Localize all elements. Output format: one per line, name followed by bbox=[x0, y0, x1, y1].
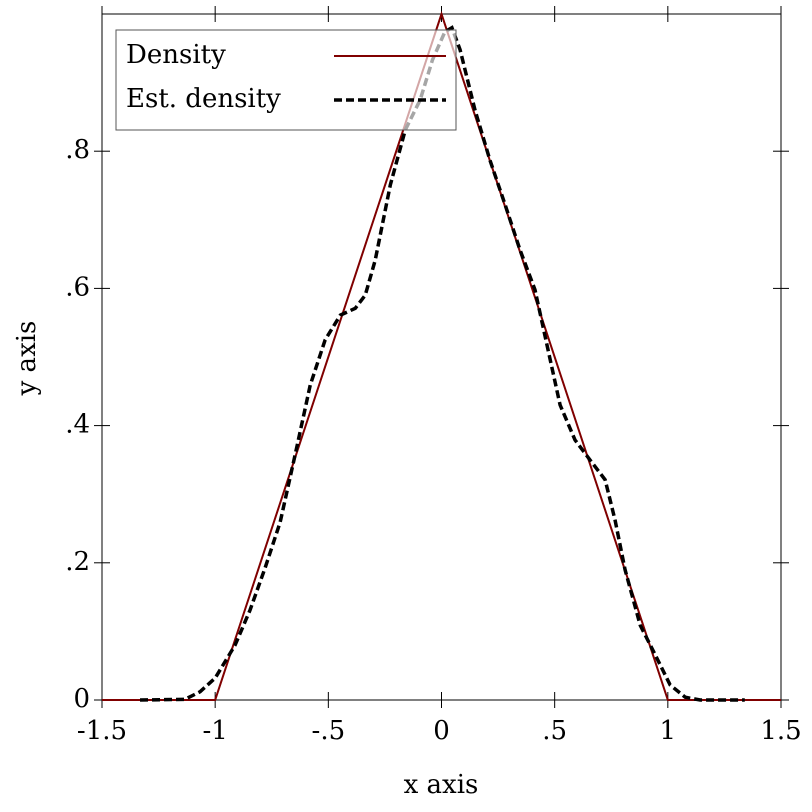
y-axis-label: y axis bbox=[12, 321, 42, 397]
x-tick-label: .5 bbox=[542, 716, 567, 746]
x-tick-label: 1 bbox=[660, 716, 677, 746]
x-tick-label: -.5 bbox=[312, 716, 346, 746]
x-tick-label: -1.5 bbox=[77, 716, 127, 746]
y-tick-label: .8 bbox=[65, 135, 90, 165]
x-tick-label: 1.5 bbox=[760, 716, 801, 746]
legend-box bbox=[115, 29, 457, 131]
y-tick-label: 0 bbox=[73, 684, 90, 714]
y-tick-label: .4 bbox=[65, 410, 90, 440]
x-tick-label: -1 bbox=[203, 716, 228, 746]
x-tick-label: 0 bbox=[433, 716, 450, 746]
x-axis-label: x axis bbox=[404, 770, 479, 800]
y-tick-label: .6 bbox=[65, 272, 90, 302]
legend-label: Density bbox=[126, 40, 226, 70]
y-tick-label: .2 bbox=[65, 547, 90, 577]
legend: Density Est. density bbox=[115, 29, 457, 131]
legend-label: Est. density bbox=[126, 84, 281, 114]
